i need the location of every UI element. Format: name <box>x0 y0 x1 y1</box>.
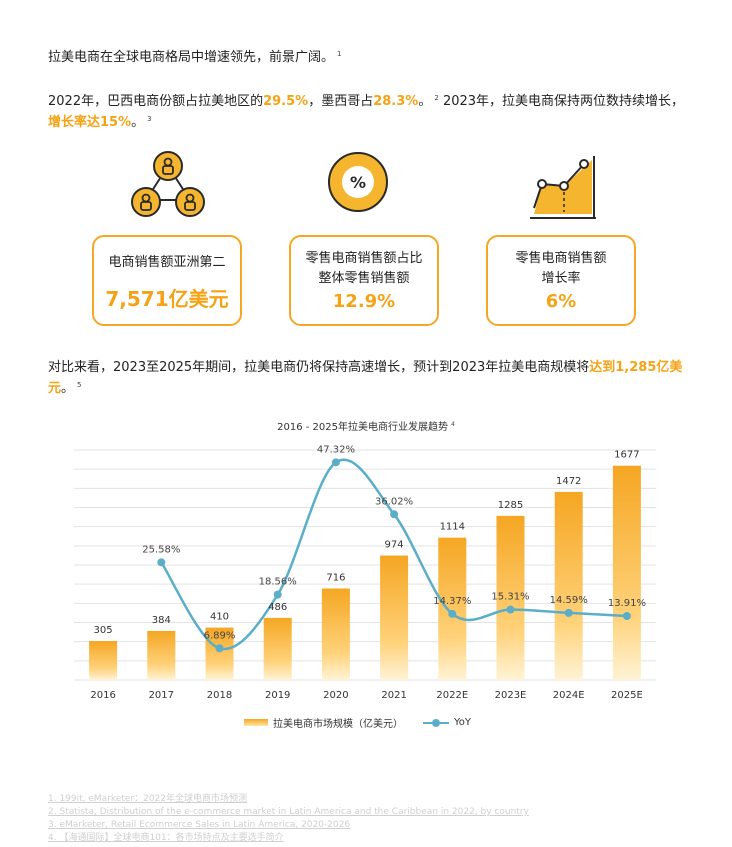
reference-item[interactable]: 2. Statista, Distribution of the e-comme… <box>48 807 529 817</box>
yoy-value-label: 18.56% <box>259 577 297 588</box>
forecast-highlight: 达到1,285亿美元 <box>48 360 683 396</box>
bar-value-label: 305 <box>94 625 113 636</box>
x-tick-label: 2019 <box>265 690 290 701</box>
yoy-value-label: 14.37% <box>433 596 471 607</box>
brazil-share-highlight: 29.5% <box>263 94 309 109</box>
chart-title-text: 2016 - 2025年拉美电商行业发展趋势 <box>277 422 449 433</box>
x-tick-label: 2024E <box>553 690 585 701</box>
yoy-value-label: 6.89% <box>204 630 236 641</box>
stat-card-retail-share: 零售电商销售额占比 整体零售销售额 12.9% <box>289 235 439 326</box>
stat-value: 6% <box>545 291 577 312</box>
yoy-point-2025E <box>622 612 631 621</box>
bar-2017 <box>147 630 176 680</box>
stat-label-line2: 增长率 <box>541 271 581 286</box>
legend-label-market-size: 拉美电商市场规模（亿美元） <box>273 719 403 730</box>
market-trend-chart: 305 2016 384 2017 410 2018 486 2019 716 2020 974 20… <box>74 444 656 701</box>
stat-value: 12.9% <box>332 291 396 312</box>
yoy-value-label: 25.58% <box>142 544 180 555</box>
bar-2016 <box>89 641 118 680</box>
mexico-share-highlight: 28.3% <box>373 94 419 109</box>
yoy-line <box>160 458 627 651</box>
reference-item[interactable]: 3. eMarketer, Retail Ecommerce Sales in … <box>48 820 351 830</box>
forecast-text-2: 。 <box>61 381 75 396</box>
growth-rate-highlight: 增长率达15% <box>48 115 132 130</box>
bar-value-label: 1285 <box>498 500 523 511</box>
yoy-point-2018 <box>215 644 224 653</box>
legend-item-market-size: 拉美电商市场规模（亿美元） <box>244 715 403 730</box>
share-text-4: 2023年，拉美电商保持两位数持续增长， <box>438 94 685 109</box>
footnote-ref-5: 5 <box>77 380 82 389</box>
forecast-paragraph: 对比来看，2023至2025年期间，拉美电商仍将保持高速增长，预计到2023年拉… <box>48 357 688 399</box>
x-tick-label: 2023E <box>495 690 527 701</box>
bar-value-label: 1677 <box>614 450 639 461</box>
chart-title-footnote: 4 <box>451 420 455 428</box>
bar-2021 <box>380 555 409 680</box>
yoy-point-2017 <box>157 558 166 567</box>
legend-label-yoy: YoY <box>454 717 472 728</box>
references: 1. 199it, eMarketer：2022年全球电商市场预测 2. Sta… <box>48 793 529 845</box>
svg-text:%: % <box>350 173 366 192</box>
yoy-value-label: 47.32% <box>317 444 355 455</box>
chart-legend: 拉美电商市场规模（亿美元） YoY <box>244 715 471 730</box>
yoy-value-label: 14.59% <box>550 595 588 606</box>
bar-2023E <box>496 515 525 680</box>
yoy-point-2024E <box>564 608 573 617</box>
stat-value: 7,571亿美元 <box>105 287 229 311</box>
bar-2019 <box>263 617 292 680</box>
stat-label: 电商销售额亚洲第二 <box>108 255 226 270</box>
share-text-2: ，墨西哥占 <box>308 94 374 109</box>
x-tick-label: 2022E <box>436 690 468 701</box>
legend-bar-swatch <box>244 719 268 726</box>
bar-value-label: 486 <box>268 602 287 613</box>
share-text-5: 。 <box>131 115 145 130</box>
x-tick-label: 2016 <box>90 690 115 701</box>
intro-paragraph: 拉美电商在全球电商格局中增速领先，前景广阔。 1 <box>48 47 688 68</box>
legend-item-yoy: YoY <box>423 717 471 728</box>
bar-2020 <box>321 588 350 680</box>
forecast-text-1: 对比来看，2023至2025年期间，拉美电商仍将保持高速增长，预计到2023年拉… <box>48 360 590 375</box>
market-share-paragraph: 2022年，巴西电商份额占拉美地区的29.5%，墨西哥占28.3%。 2 2023… <box>48 91 688 133</box>
bar-2018 <box>205 627 234 680</box>
stat-label-line2: 整体零售销售额 <box>318 271 410 286</box>
bar-2025E <box>612 465 641 680</box>
yoy-value-label: 15.31% <box>491 592 529 603</box>
bar-value-label: 974 <box>385 540 404 551</box>
stat-label: 零售电商销售额 <box>515 251 607 266</box>
reference-item[interactable]: 1. 199it, eMarketer：2022年全球电商市场预测 <box>48 794 247 804</box>
legend-line-swatch <box>423 718 449 727</box>
stat-card-retail-growth: 零售电商销售额 增长率 6% <box>486 235 636 326</box>
bar-value-label: 410 <box>210 612 229 623</box>
footnote-ref-1: 1 <box>337 49 342 58</box>
bar-value-label: 716 <box>326 573 345 584</box>
share-text-3: 。 <box>418 94 432 109</box>
x-tick-label: 2025E <box>611 690 643 701</box>
bar-2024E <box>554 491 583 680</box>
yoy-point-2022E <box>448 609 457 618</box>
bar-value-label: 1472 <box>556 476 581 487</box>
share-text-1: 2022年，巴西电商份额占拉美地区的 <box>48 94 264 109</box>
percent-badge-icon: % <box>328 152 388 212</box>
footnote-ref-2: 2 <box>434 93 439 102</box>
yoy-point-2023E <box>506 605 515 614</box>
bar-2022E <box>438 537 467 680</box>
yoy-value-label: 36.02% <box>375 496 413 507</box>
x-tick-label: 2017 <box>149 690 174 701</box>
reference-item[interactable]: 4. 【海通国际】全球电商101：各市场特点及主要选手简介 <box>48 833 284 843</box>
bar-value-label: 1114 <box>440 522 465 533</box>
x-tick-label: 2018 <box>207 690 232 701</box>
intro-text: 拉美电商在全球电商格局中增速领先，前景广阔。 <box>48 50 335 65</box>
yoy-point-2021 <box>390 510 399 519</box>
bar-value-label: 384 <box>152 615 171 626</box>
stat-card-sales-rank: 电商销售额亚洲第二 7,571亿美元 <box>92 235 242 326</box>
x-tick-label: 2021 <box>381 690 406 701</box>
x-tick-label: 2020 <box>323 690 348 701</box>
chart-title: 2016 - 2025年拉美电商行业发展趋势 4 <box>0 418 732 433</box>
yoy-value-label: 13.91% <box>608 598 646 609</box>
yoy-point-2020 <box>331 458 340 467</box>
footnote-ref-3: 3 <box>147 114 152 123</box>
stat-label: 零售电商销售额占比 <box>305 251 423 266</box>
yoy-point-2019 <box>273 590 282 599</box>
growth-chart-icon <box>530 156 596 219</box>
people-network-icon <box>131 151 205 217</box>
